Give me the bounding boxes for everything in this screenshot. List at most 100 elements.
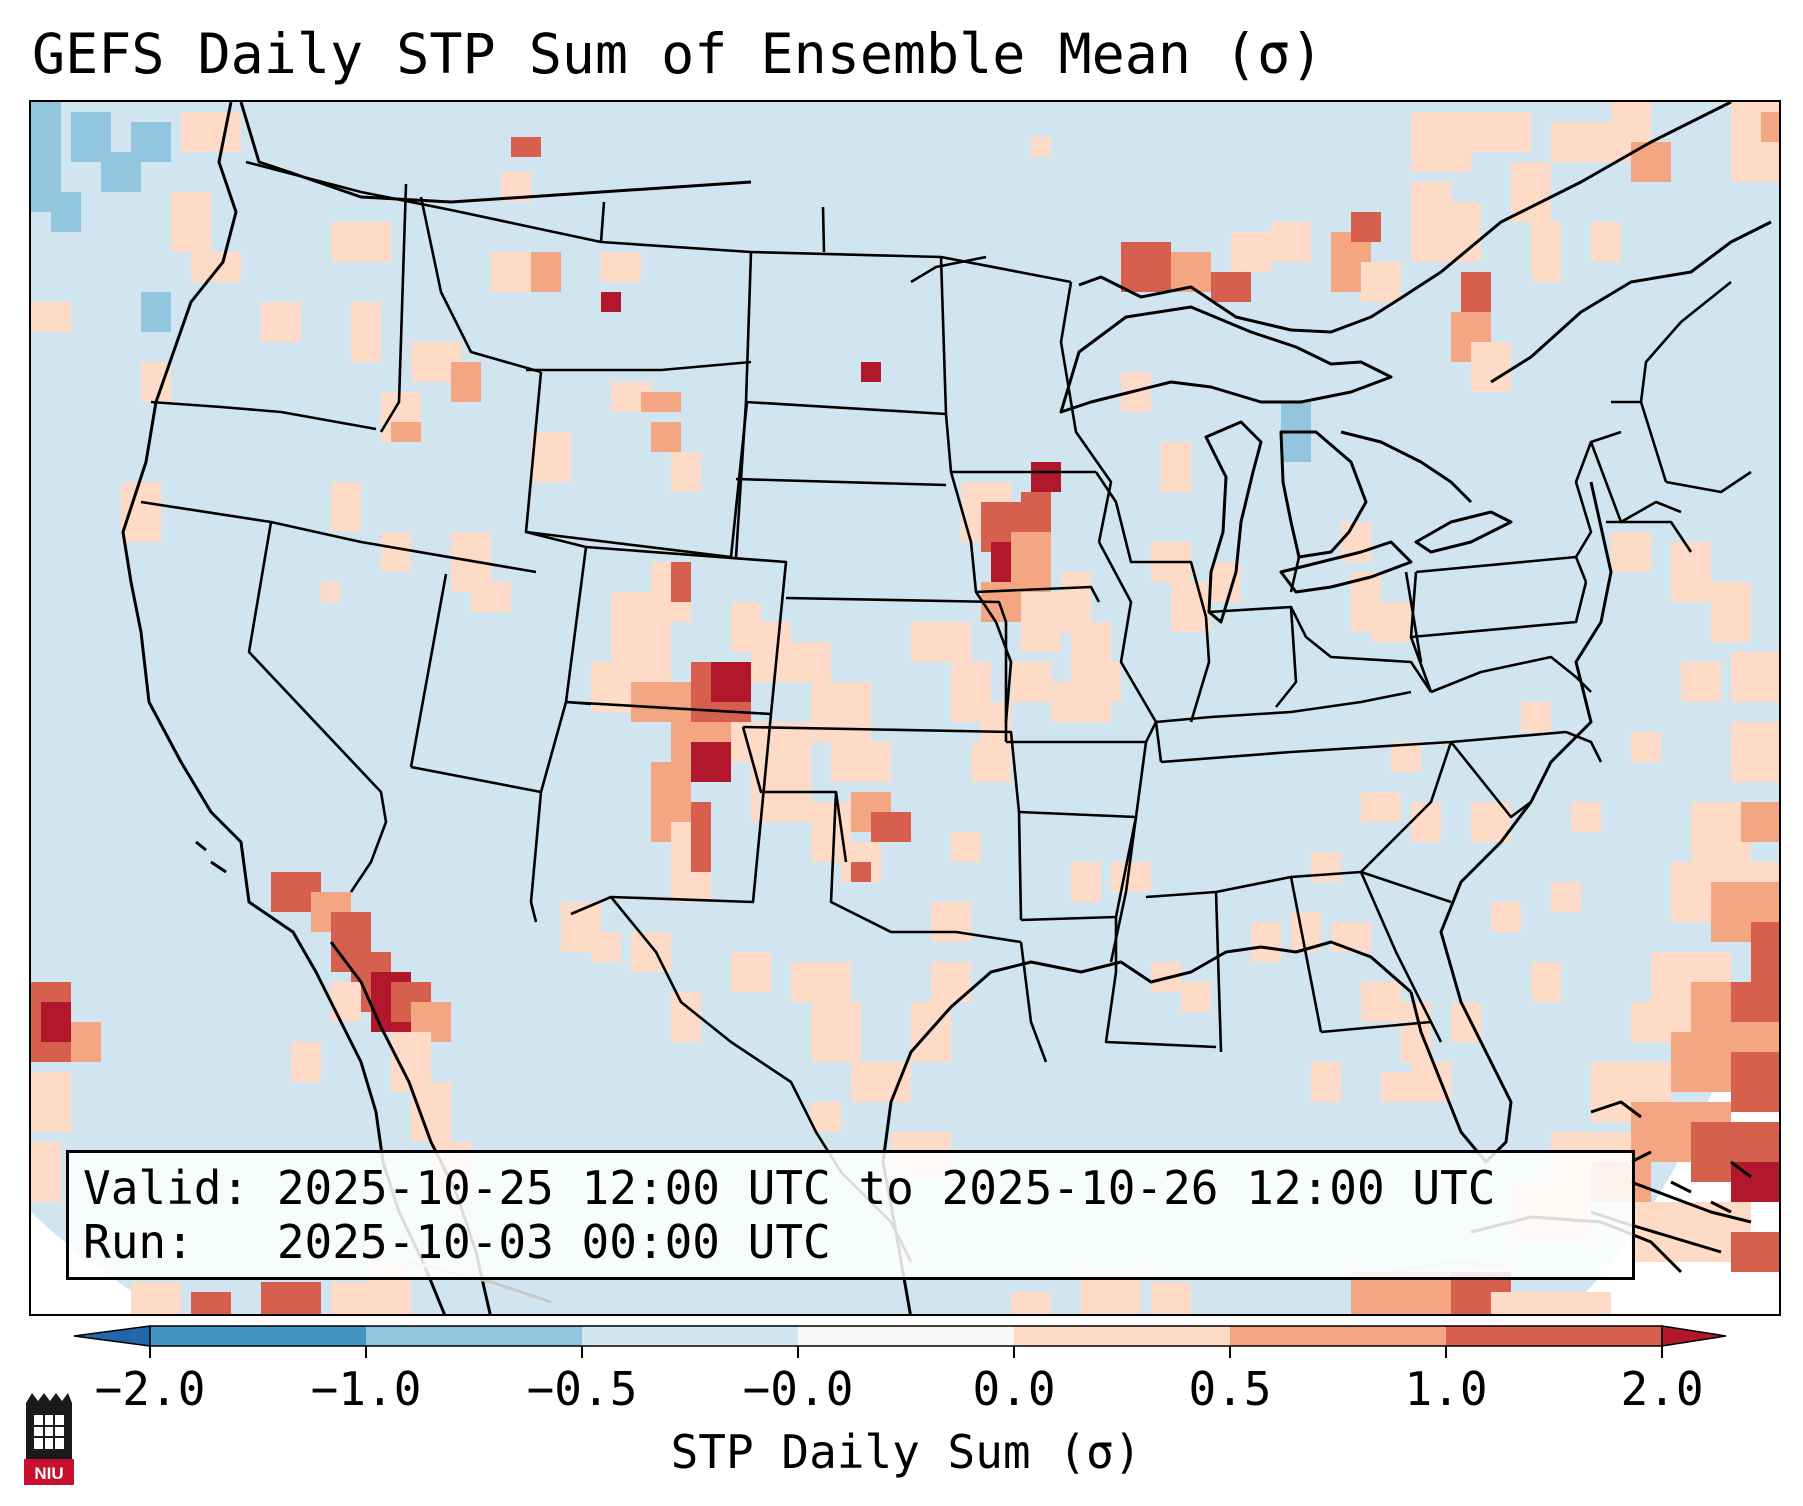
stp-cell [1031,137,1051,157]
stp-cell [1271,222,1311,262]
stp-cell [811,1102,841,1132]
stp-cells [31,102,1779,1314]
stp-cell [731,952,771,992]
stp-cell [1521,702,1551,732]
stp-cell [711,662,751,702]
colorbar-tick-label: 1.0 [1404,1362,1488,1416]
colorbar-tick-label: −0.0 [742,1362,854,1416]
stp-cell [791,962,851,1002]
stp-cell [1731,982,1779,1022]
stp-cell [1311,852,1341,882]
stp-cell [131,1282,181,1314]
stp-cell [1211,272,1251,302]
stp-cell [1491,902,1521,932]
map-canvas [31,102,1779,1314]
stp-cell [1371,602,1411,642]
colorbar-segments [73,1325,1727,1347]
chart-title: GEFS Daily STP Sum of Ensemble Mean (σ) [32,22,1324,86]
colorbar-segment [366,1326,582,1346]
stp-cell [1411,112,1471,172]
stp-cell [1411,1062,1451,1102]
stp-cell [931,902,971,942]
stp-cell [261,302,301,342]
stp-cell [1441,202,1481,262]
stp-cell [861,362,881,382]
stp-cell [1091,662,1121,702]
stp-cell [291,1042,321,1082]
stp-cell [1731,722,1779,782]
stp-cell [181,112,241,152]
stp-cell [381,532,411,572]
colorbar-segment [798,1326,1014,1346]
colorbar-ticks [149,1346,1663,1358]
stp-cell [1531,222,1561,282]
stp-cell [261,1282,321,1314]
stp-cell [671,562,691,602]
stp-cell [1461,272,1491,312]
stp-cell [1611,532,1651,572]
colorbar-segment [150,1326,366,1346]
stp-cell [671,992,701,1042]
stp-cell [851,1062,911,1102]
stp-cell [1631,142,1671,182]
stp-cell [531,432,571,482]
stp-cell [691,742,731,782]
stp-cell [1351,212,1381,242]
stp-cell [1471,112,1531,152]
islands [195,840,1752,1254]
colorbar-extend-low [73,1325,151,1347]
stp-cell [1021,492,1051,532]
great-lakes [1059,305,1513,624]
stp-cell [51,192,81,232]
stp-cell [1361,792,1401,822]
stp-cell [1151,1282,1191,1314]
stp-cell [331,482,361,532]
valid-time: Valid: 2025-10-25 12:00 UTC to 2025-10-2… [83,1161,1496,1215]
stp-cell [1551,1292,1611,1314]
stp-cell [1171,582,1211,632]
stp-cell [1491,1292,1551,1314]
stp-cell [1751,922,1779,982]
projection-domain [31,102,1779,1314]
stp-cell [651,422,681,452]
niu-logo: NIU [24,1393,74,1485]
colorbar-segment [1014,1326,1230,1346]
logo-text: NIU [34,1464,63,1483]
colorbar-extend-high [1661,1325,1727,1347]
stp-cell [1591,222,1621,262]
stp-cell [1731,1052,1779,1112]
stp-cell [1761,112,1779,142]
stp-cell [951,832,981,862]
stp-cell [1731,652,1779,702]
colorbar-tick-label: 0.0 [972,1362,1056,1416]
stp-cell [1071,862,1101,902]
stp-cell [1121,242,1171,292]
stp-cell [1011,1292,1051,1314]
stp-cell [1731,1232,1779,1272]
colorbar-segment [1446,1326,1662,1346]
valid-run-info: Valid: 2025-10-25 12:00 UTC to 2025-10-2… [66,1150,1635,1280]
stp-cell [321,582,341,602]
stp-cell [1681,662,1721,702]
colorbar-tick-label: −2.0 [94,1362,206,1416]
colorbar-label: STP Daily Sum (σ) [670,1425,1142,1479]
stp-cell [1111,862,1151,892]
stp-cell [851,862,871,882]
stp-cell [1031,462,1061,492]
colorbar-segment [1230,1326,1446,1346]
stp-cell [911,622,971,662]
colorbar [73,1325,1727,1358]
logo-badge [24,1459,74,1485]
stp-cell [751,622,791,682]
stp-cell [1331,922,1371,952]
stp-cell [471,582,511,612]
stp-cell [71,1022,101,1062]
run-time: Run: 2025-10-03 00:00 UTC [83,1215,831,1269]
stp-cell [871,812,911,842]
stp-cell [1571,802,1601,832]
stp-cell [1251,922,1281,962]
stp-cell [31,1142,61,1202]
stp-cell [1311,1062,1341,1102]
stp-cell [811,1002,861,1062]
stp-cell [631,932,671,972]
